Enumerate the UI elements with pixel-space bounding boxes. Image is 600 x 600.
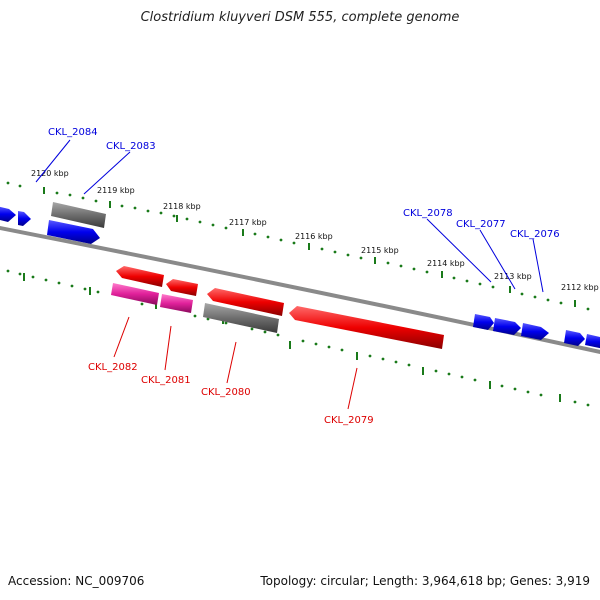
gene-arrow-fwd-offedge[interactable] (0, 206, 16, 222)
gene-arrow-ckl-2078[interactable] (473, 314, 494, 330)
gene-label-ckl-2084[interactable]: CKL_2084 (48, 127, 98, 138)
tick-label-2119: 2119 kbp (97, 186, 135, 195)
tick-label-2112: 2112 kbp (561, 283, 599, 292)
gene-arrow-fwd-right1[interactable] (564, 330, 585, 346)
tick-label-2116: 2116 kbp (295, 232, 333, 241)
tick-label-2117: 2117 kbp (229, 218, 267, 227)
reverse-ruler-ticks (23, 273, 561, 402)
forward-ruler-ticks (43, 187, 576, 307)
gene-arrow-red-b[interactable] (166, 279, 198, 296)
tick-label-2120: 2120 kbp (31, 169, 69, 178)
gene-arrow-red-a[interactable] (116, 266, 164, 287)
gene-arrow-fwd-right2[interactable] (585, 334, 600, 349)
gene-arrow-gray-fwd[interactable] (51, 202, 106, 228)
reverse-ruler (6, 269, 590, 407)
gene-arrow-ckl-2081[interactable] (160, 294, 193, 313)
gene-label-ckl-2083[interactable]: CKL_2083 (106, 141, 156, 152)
tick-label-2113: 2113 kbp (494, 272, 532, 281)
reverse-callouts (113, 316, 358, 410)
map-title: Clostridium kluyveri DSM 555, complete g… (140, 10, 460, 25)
gene-arrow-ckl-2076[interactable] (521, 323, 549, 340)
tick-label-2115: 2115 kbp (361, 246, 399, 255)
tick-label-2114: 2114 kbp (427, 259, 465, 268)
gene-arrow-ckl-2080[interactable] (203, 303, 279, 333)
gene-arrow-ckl-2082[interactable] (111, 283, 159, 305)
gene-label-ckl-2078[interactable]: CKL_2078 (403, 208, 453, 219)
forward-callouts (35, 139, 544, 293)
gene-label-ckl-2081[interactable]: CKL_2081 (141, 375, 191, 386)
gene-arrow-ckl-2079[interactable] (289, 306, 444, 349)
gene-arrow-fwd-small[interactable] (18, 211, 31, 226)
genome-summary: Topology: circular; Length: 3,964,618 bp… (260, 574, 590, 588)
gene-arrow-red-c[interactable] (207, 288, 284, 316)
gene-arrow-ckl-2083[interactable] (47, 220, 100, 244)
genome-backbone (0, 225, 600, 354)
gene-label-ckl-2076[interactable]: CKL_2076 (510, 229, 560, 240)
gene-label-ckl-2082[interactable]: CKL_2082 (88, 362, 138, 373)
accession-label: Accession: NC_009706 (8, 574, 145, 588)
gene-label-ckl-2077[interactable]: CKL_2077 (456, 219, 506, 230)
gene-arrow-ckl-2077[interactable] (493, 318, 521, 335)
tick-label-2118: 2118 kbp (163, 202, 201, 211)
gene-label-ckl-2080[interactable]: CKL_2080 (201, 387, 251, 398)
gene-label-ckl-2079[interactable]: CKL_2079 (324, 415, 374, 426)
forward-ruler (6, 181, 590, 311)
